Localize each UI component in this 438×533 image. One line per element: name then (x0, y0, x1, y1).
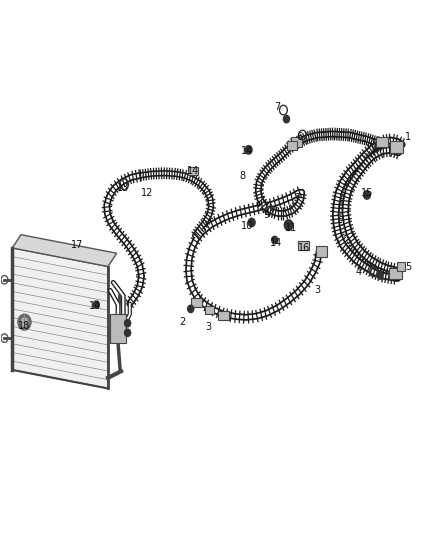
Circle shape (187, 305, 194, 313)
Text: 14: 14 (269, 238, 282, 248)
Text: 12: 12 (141, 188, 153, 198)
Text: 3: 3 (314, 285, 320, 295)
Polygon shape (12, 235, 117, 266)
Bar (397, 262, 405, 271)
Text: 8: 8 (240, 172, 246, 181)
Text: 14: 14 (187, 166, 199, 176)
Circle shape (21, 318, 28, 326)
Bar (316, 246, 327, 257)
Text: 10: 10 (241, 221, 254, 231)
Circle shape (93, 301, 99, 309)
Circle shape (284, 220, 293, 230)
Text: 15: 15 (361, 188, 373, 198)
Text: 1: 1 (405, 132, 411, 142)
Text: 18: 18 (18, 321, 31, 331)
Circle shape (364, 191, 371, 199)
Text: 6: 6 (297, 132, 303, 142)
Text: 17: 17 (71, 240, 84, 251)
Circle shape (124, 319, 131, 327)
Text: 13: 13 (117, 183, 129, 193)
Text: 3: 3 (205, 322, 211, 333)
Text: 4: 4 (355, 267, 361, 277)
Text: 16: 16 (298, 243, 310, 253)
Circle shape (18, 314, 31, 330)
Text: 7: 7 (275, 102, 281, 112)
Text: 11: 11 (285, 223, 297, 233)
Bar (291, 136, 302, 147)
Bar (191, 298, 202, 308)
Bar (376, 136, 389, 147)
Circle shape (248, 218, 255, 227)
Text: 2: 2 (179, 317, 185, 327)
Circle shape (124, 329, 131, 336)
Circle shape (377, 272, 383, 279)
Polygon shape (12, 248, 108, 389)
Text: 5: 5 (405, 262, 411, 271)
Text: 14: 14 (89, 301, 101, 311)
Bar (287, 141, 297, 150)
Bar (298, 240, 309, 250)
Circle shape (272, 236, 278, 244)
Circle shape (283, 115, 290, 123)
Bar (110, 314, 126, 343)
Bar (188, 167, 198, 175)
Bar (218, 311, 229, 320)
Bar (390, 141, 403, 152)
Circle shape (245, 146, 252, 154)
Text: 9: 9 (264, 209, 270, 220)
Bar (389, 268, 402, 279)
Bar (205, 306, 214, 314)
Text: 14: 14 (241, 146, 254, 156)
